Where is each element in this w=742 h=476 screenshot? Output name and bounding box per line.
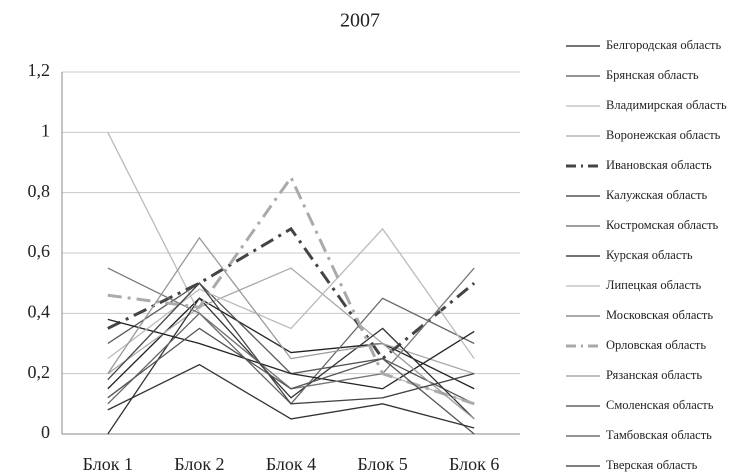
x-tick-label: Блок 4: [266, 454, 316, 474]
y-tick-label: 0,4: [28, 301, 51, 321]
legend-label: Брянская область: [606, 68, 699, 82]
legend-label: Рязанская область: [606, 368, 702, 382]
legend-label: Костромская область: [606, 218, 719, 232]
y-tick-label: 0,2: [28, 362, 51, 382]
series-line: [107, 282, 475, 405]
legend-label: Орловская область: [606, 338, 706, 352]
legend-label: Тверская область: [606, 458, 698, 472]
series-line: [107, 327, 475, 435]
y-tick-label: 0,6: [28, 241, 51, 261]
legend-label: Калужская область: [606, 188, 708, 202]
legend-label: Ивановская область: [606, 158, 712, 172]
legend-label: Смоленская область: [606, 398, 714, 412]
x-tick-label: Блок 5: [357, 454, 407, 474]
legend-label: Липецкая область: [606, 278, 701, 292]
chart-title: 2007: [340, 10, 380, 32]
y-tick-label: 0,8: [28, 181, 51, 201]
x-tick-label: Блок 2: [174, 454, 224, 474]
legend-label: Белгородская область: [606, 38, 721, 52]
x-tick-label: Блок 1: [83, 454, 133, 474]
series-line: [107, 297, 475, 390]
series-line: [107, 227, 475, 360]
legend-label: Тамбовская область: [606, 428, 712, 442]
legend-label: Владимирская область: [606, 98, 727, 112]
legend-label: Курская область: [606, 248, 693, 262]
y-tick-label: 1,2: [28, 60, 51, 80]
series-line: [107, 267, 475, 375]
series-line: [107, 174, 475, 406]
y-tick-label: 1: [41, 120, 50, 140]
legend-label: Воронежская область: [606, 128, 721, 142]
series-line: [107, 236, 475, 420]
legend-label: Московская область: [606, 308, 713, 322]
series-line: [107, 226, 476, 361]
x-tick-label: Блок 6: [449, 454, 499, 474]
series-line: [107, 363, 475, 429]
series-line: [107, 318, 475, 390]
y-tick-label: 0: [41, 422, 50, 442]
